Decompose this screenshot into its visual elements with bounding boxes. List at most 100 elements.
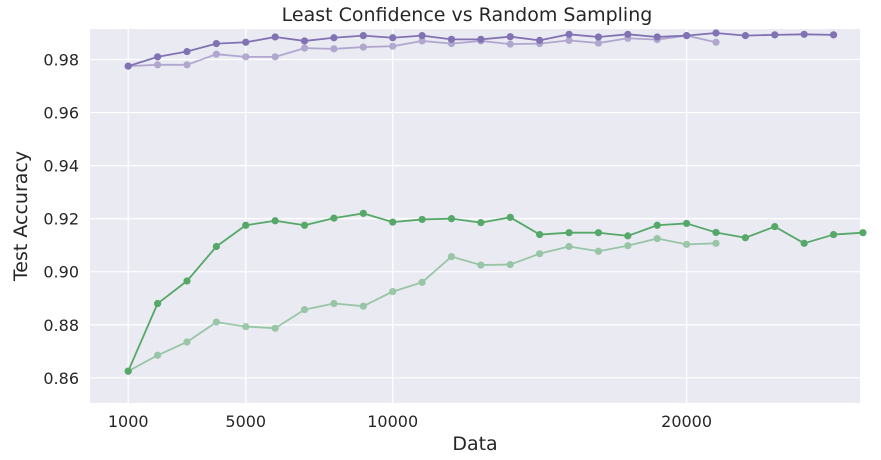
data-point — [624, 232, 632, 240]
data-point — [447, 252, 456, 261]
data-point — [447, 215, 456, 223]
data-point — [212, 50, 220, 58]
data-point — [330, 214, 338, 222]
data-point — [154, 351, 162, 359]
data-point — [359, 209, 367, 217]
data-point — [124, 62, 132, 70]
data-point — [242, 323, 250, 331]
data-point — [154, 299, 162, 308]
data-point — [712, 239, 720, 247]
data-point — [242, 38, 250, 46]
data-point — [477, 219, 485, 227]
data-point — [359, 43, 367, 51]
data-point — [683, 32, 691, 40]
data-point — [712, 29, 720, 37]
data-point — [271, 217, 279, 225]
data-point — [741, 234, 749, 242]
data-point — [300, 221, 309, 229]
data-point — [771, 31, 779, 39]
data-point — [330, 34, 338, 42]
data-point — [212, 39, 220, 48]
y-tick-label: 0.96 — [43, 104, 79, 123]
data-point — [330, 299, 338, 308]
data-point — [359, 302, 367, 310]
data-point — [300, 37, 309, 45]
data-point — [565, 242, 573, 251]
chart-title: Least Confidence vs Random Sampling — [282, 4, 653, 26]
data-point — [859, 229, 867, 237]
data-point — [330, 45, 338, 53]
data-point — [418, 32, 426, 40]
data-point — [536, 250, 544, 258]
data-point — [712, 38, 720, 46]
data-point — [242, 221, 250, 229]
data-point — [594, 39, 603, 47]
data-point — [389, 218, 397, 226]
data-point — [154, 53, 162, 61]
data-point — [565, 30, 573, 38]
y-tick-label: 0.90 — [43, 263, 79, 282]
data-point — [300, 306, 309, 314]
data-point — [389, 34, 397, 42]
series-line — [127, 212, 863, 372]
data-point — [183, 277, 191, 285]
data-point — [741, 32, 749, 40]
y-tick-labels: 0.86 0.88 0.90 0.92 0.94 0.96 0.98 — [43, 51, 79, 388]
plot-area — [90, 29, 860, 403]
data-point — [359, 32, 367, 40]
data-point — [624, 34, 632, 42]
data-point — [183, 338, 191, 346]
x-tick-label: 20000 — [661, 412, 712, 431]
data-point — [624, 242, 632, 250]
data-point — [594, 247, 603, 255]
data-point — [653, 221, 661, 229]
series-2 — [124, 32, 720, 70]
series-layer — [124, 29, 867, 375]
data-point — [683, 240, 691, 248]
data-point — [506, 260, 514, 269]
data-point — [389, 42, 397, 50]
data-point — [594, 229, 603, 237]
x-axis-label: Data — [452, 433, 497, 455]
data-point — [829, 230, 838, 239]
data-point — [800, 239, 808, 247]
data-point — [418, 215, 426, 224]
y-tick-label: 0.86 — [43, 369, 79, 388]
data-point — [418, 278, 426, 286]
x-tick-label: 1000 — [108, 412, 149, 431]
data-point — [536, 39, 544, 48]
data-point — [271, 53, 279, 61]
data-point — [212, 318, 220, 326]
x-tick-labels: 1000 5000 10000 20000 — [108, 412, 712, 431]
data-point — [565, 36, 573, 45]
data-point — [800, 30, 808, 38]
data-point — [183, 61, 191, 69]
data-point — [683, 219, 691, 228]
data-point — [271, 33, 279, 41]
series-3 — [124, 209, 867, 375]
y-tick-label: 0.98 — [43, 51, 79, 70]
data-point — [477, 261, 485, 269]
data-point — [154, 61, 162, 69]
data-point — [829, 31, 838, 39]
y-axis-label: Test Accuracy — [10, 151, 32, 282]
data-point — [506, 213, 514, 221]
series-4 — [124, 234, 720, 375]
data-point — [242, 53, 250, 61]
y-tick-label: 0.88 — [43, 316, 79, 335]
data-point — [594, 33, 603, 41]
data-point — [653, 234, 661, 243]
data-point — [447, 39, 456, 48]
x-tick-label: 5000 — [225, 412, 266, 431]
data-point — [300, 44, 309, 52]
x-tick-label: 10000 — [367, 412, 418, 431]
data-point — [506, 33, 514, 41]
data-point — [418, 37, 426, 45]
data-point — [212, 242, 220, 251]
y-tick-label: 0.92 — [43, 210, 79, 229]
data-point — [271, 324, 279, 332]
data-point — [771, 223, 779, 231]
y-tick-label: 0.94 — [43, 157, 79, 176]
data-point — [124, 367, 132, 375]
